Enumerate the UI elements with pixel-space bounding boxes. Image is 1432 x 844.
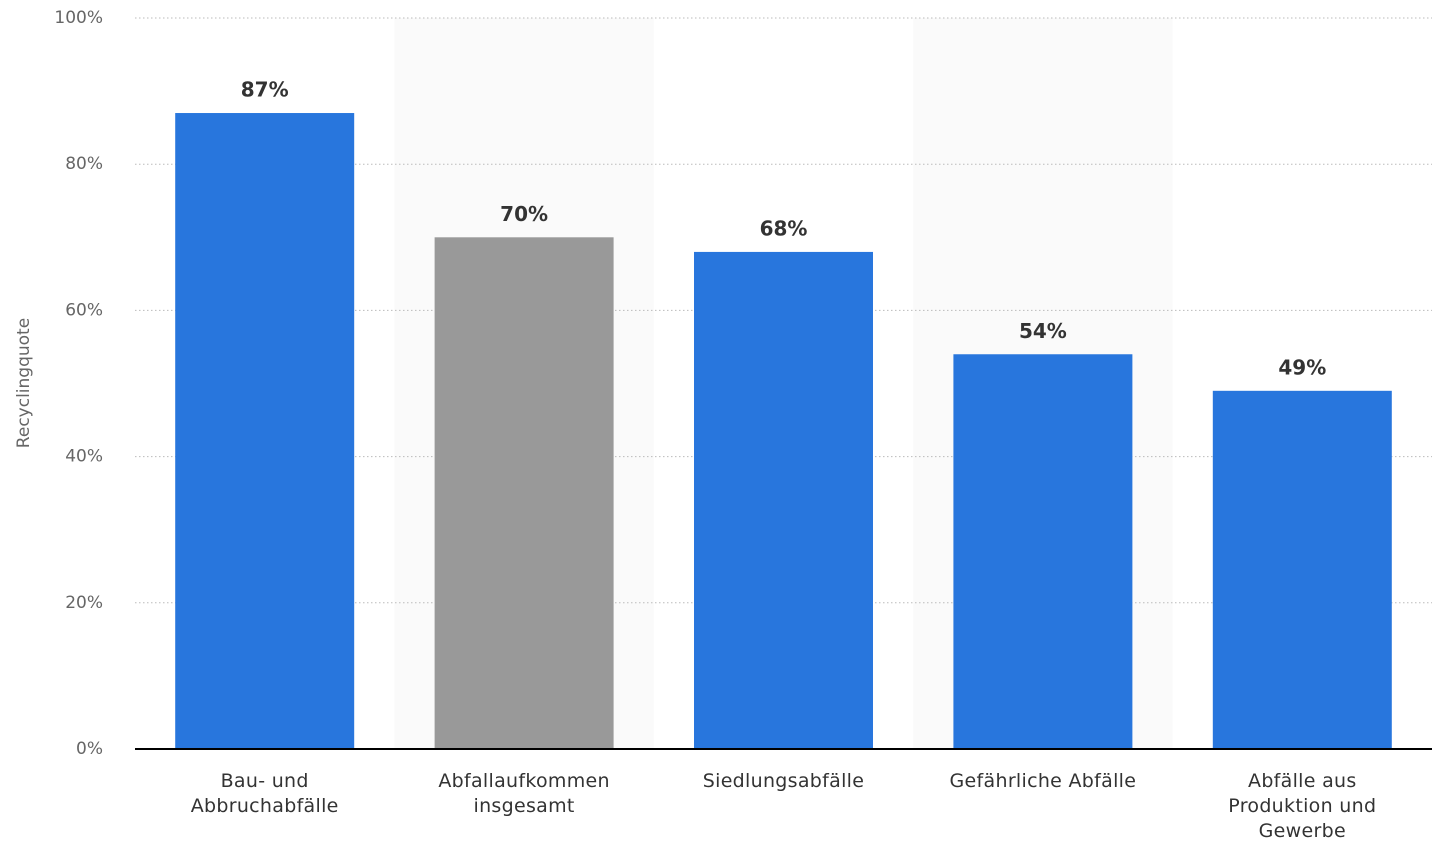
x-tick-label: Abfälle aus Produktion und Gewerbe bbox=[1228, 770, 1377, 842]
bar bbox=[434, 237, 614, 750]
x-tick-label: Abfallaufkommen insgesamt bbox=[438, 770, 610, 817]
bar bbox=[175, 113, 355, 749]
x-tick-label: Bau- und Abbruchabfälle bbox=[190, 770, 339, 817]
value-label: 87% bbox=[241, 78, 289, 102]
y-tick-label: 0% bbox=[76, 739, 103, 759]
bar bbox=[694, 251, 873, 750]
x-tick-label: Siedlungsabfälle bbox=[702, 770, 865, 792]
value-label: 54% bbox=[1019, 319, 1067, 343]
y-tick-label: 20% bbox=[65, 593, 103, 613]
y-tick-label: 40% bbox=[65, 447, 103, 467]
bar bbox=[1212, 390, 1392, 749]
value-label: 70% bbox=[500, 202, 548, 226]
y-axis-label: Recyclingquote bbox=[14, 318, 34, 448]
y-tick-label: 100% bbox=[54, 8, 103, 28]
bar bbox=[953, 354, 1133, 749]
x-tick-label: Gefährliche Abfälle bbox=[949, 770, 1137, 792]
value-label: 49% bbox=[1278, 355, 1326, 379]
value-label: 68% bbox=[760, 216, 808, 240]
y-tick-label: 60% bbox=[65, 300, 103, 320]
y-tick-label: 80% bbox=[65, 154, 103, 174]
